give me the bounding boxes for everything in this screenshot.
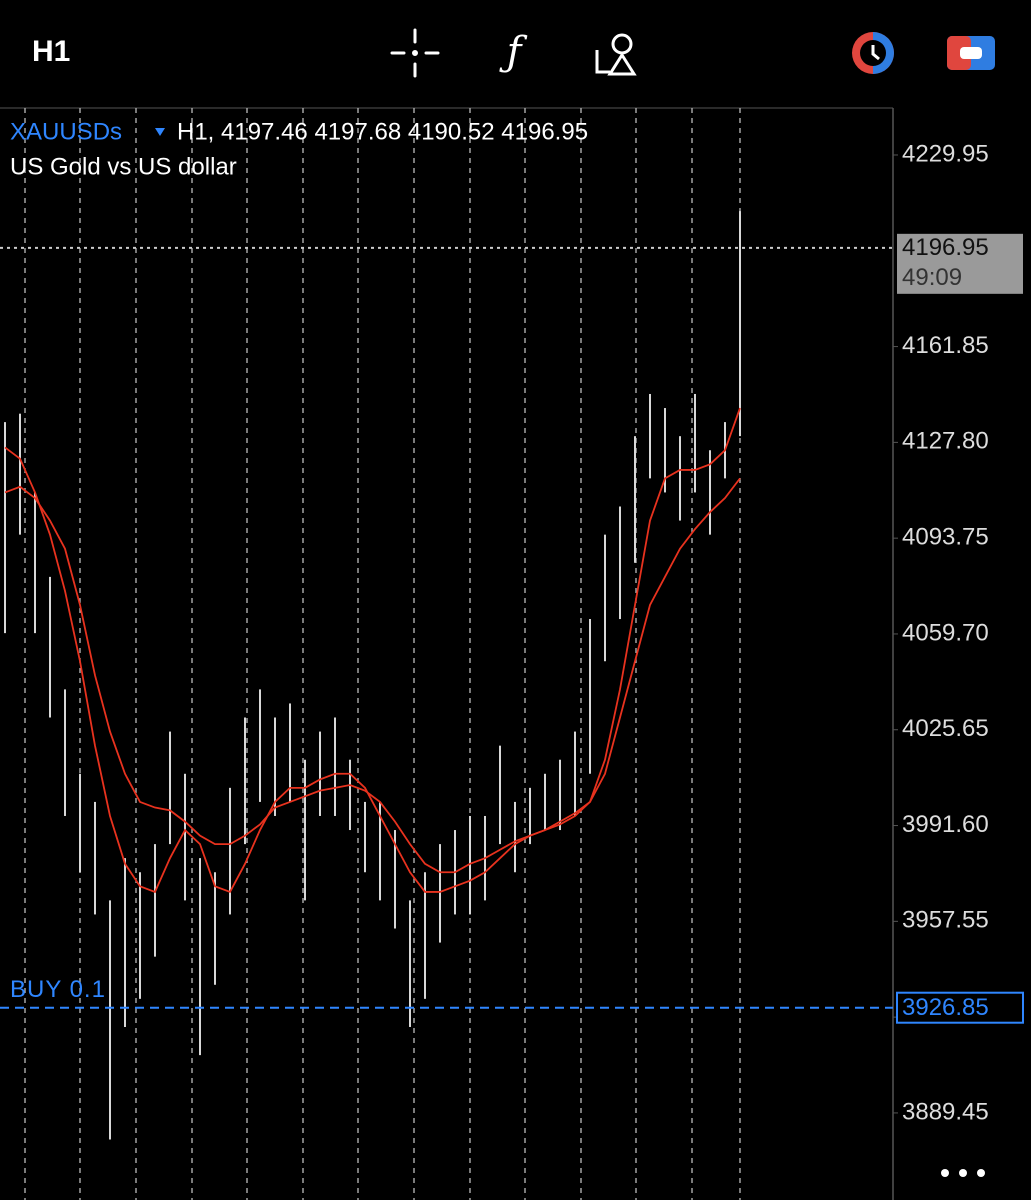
y-tick-label: 3889.45: [902, 1098, 989, 1125]
y-tick-label: 3957.55: [902, 907, 989, 934]
ohlc-info: H1, 4197.46 4197.68 4190.52 4196.95: [177, 118, 588, 145]
y-tick-label: 4127.80: [902, 428, 989, 455]
y-tick-label: 3991.60: [902, 811, 989, 838]
crosshair-icon[interactable]: [390, 28, 440, 78]
time-icon[interactable]: [852, 32, 894, 74]
current-price-box: [897, 233, 1023, 294]
symbol-name[interactable]: XAUUSDs: [10, 118, 122, 145]
time-grid: [24, 108, 741, 1200]
current-price-label: 4196.95: [902, 234, 989, 261]
y-tick-label: 4161.85: [902, 332, 989, 359]
symbol-dropdown-arrow[interactable]: [155, 128, 165, 136]
moving-average-line: [4, 477, 741, 874]
objects-icon[interactable]: [595, 33, 637, 76]
bar-countdown: 49:09: [902, 264, 962, 291]
y-tick-label: 4059.70: [902, 619, 989, 646]
timeframe-button[interactable]: H1: [32, 35, 70, 68]
order-price-label: 3926.85: [902, 994, 989, 1021]
symbol-description: US Gold vs US dollar: [10, 153, 237, 180]
trade-icon[interactable]: [947, 36, 995, 70]
order-label: BUY 0.1: [10, 976, 106, 1003]
moving-average-line: [4, 407, 741, 894]
indicators-icon[interactable]: ƒ: [499, 29, 528, 75]
more-menu[interactable]: [941, 1169, 985, 1177]
y-tick-label: 4025.65: [902, 715, 989, 742]
order-price-box: [896, 991, 1024, 1024]
y-tick-label: 4093.75: [902, 524, 989, 551]
y-tick-label: 4229.95: [902, 140, 989, 167]
